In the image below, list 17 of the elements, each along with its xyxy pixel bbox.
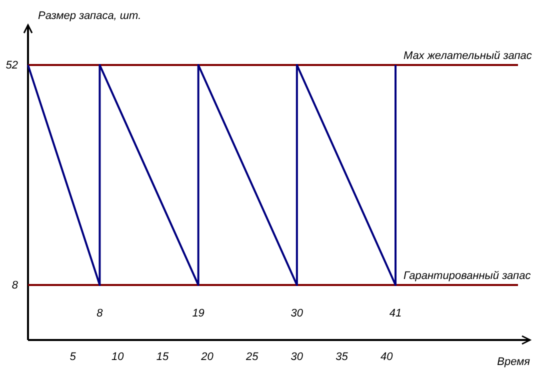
annotation: 30 — [290, 308, 304, 320]
ref-line-label: Max желательный запас — [404, 50, 532, 62]
ref-line-label: Гарантированный запас — [404, 270, 532, 282]
annotation: 41 — [389, 308, 402, 320]
x-tick-label: 30 — [290, 350, 304, 363]
x-tick-label: 25 — [244, 350, 260, 363]
x-tick-label: 20 — [200, 350, 214, 363]
x-tick-label: 15 — [156, 350, 170, 363]
x-tick-label: 5 — [70, 350, 77, 363]
x-axis-title: Время — [497, 356, 530, 368]
y-axis-title: Размер запаса, шт. — [38, 10, 142, 22]
annotation: 8 — [96, 308, 104, 320]
x-tick-label: 35 — [336, 350, 349, 363]
x-tick-label: 40 — [380, 350, 394, 363]
annotation: 19 — [192, 308, 204, 320]
y-tick-label: 52 — [6, 60, 18, 72]
x-tick-label: 10 — [112, 350, 125, 363]
